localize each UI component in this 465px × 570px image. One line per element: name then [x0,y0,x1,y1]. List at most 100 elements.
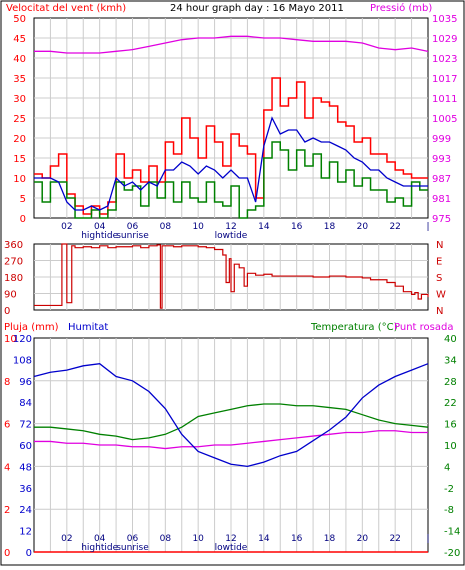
temperature-axis-label: Temperatura (°C) [310,322,398,333]
wind-x-tick-label: 08 [160,222,172,232]
wind-x-tick-label: 20 [357,222,369,232]
temperature-y-tick-label: -20 [444,548,460,559]
wind-x-annotation: hightide [81,231,118,241]
humidity-y-tick-label: 24 [19,505,32,516]
compass-tick-label: E [436,257,442,268]
temp-humidity-chart: 024681001224364860728496108120-20-14-8-2… [4,334,460,559]
temperature-y-tick-label: 34 [444,355,457,366]
temperature-y-tick-label: 10 [444,441,457,452]
temp-x-tick-label: 10 [192,534,204,544]
wind-y-tick-label: 15 [13,154,26,165]
temp-x-annotation: lowtide [215,543,248,553]
compass-tick-label: N [436,306,443,317]
chart-title: 24 hour graph day : 16 Mayo 2011 [170,3,344,14]
direction-y-tick-label: 90 [4,290,17,301]
humidity-series-line [33,363,429,468]
pressure-y-tick-label: 1023 [432,54,457,65]
wind-y-tick-label: 5 [20,194,26,205]
compass-tick-label: N [436,240,443,251]
humidity-y-tick-label: 36 [19,484,32,495]
wind-y-tick-label: 0 [20,214,26,225]
pressure-axis-label: Pressió (mb) [370,2,432,14]
pressure-y-tick-label: 1017 [432,74,457,85]
wind-pressure-chart: 0 5 10 15 20 25 30 35 40 45 50 975 981 987 993 999 1005 1… [13,14,457,241]
rain-y-tick-label: 0 [4,548,10,559]
temp-x-tick-label: 08 [160,534,172,544]
wind-x-tick-label: | [426,222,429,232]
temp-x-tick-label: 06 [127,534,139,544]
temp-x-tick-label: 02 [61,534,72,544]
temperature-y-tick-label: 40 [444,334,457,345]
direction-series-line [34,243,429,309]
humidity-y-tick-label: 60 [19,441,32,452]
compass-tick-label: S [436,273,442,284]
dewpoint-axis-label: Punt rosada [394,322,453,333]
rain-y-tick-label: 2 [4,505,10,516]
humidity-y-tick-label: 72 [19,420,32,431]
humidity-y-tick-label: 84 [19,398,32,409]
wind-x-tick-label: 12 [225,222,236,232]
temp-x-tick-label: 18 [324,534,336,544]
rain-y-tick-label: 10 [4,334,17,345]
wind-y-tick-label: 20 [13,134,26,145]
rain-y-tick-label: 6 [4,420,10,431]
wind-x-tick-label: 18 [324,222,336,232]
wind-x-tick-label: 02 [61,222,72,232]
wind-x-tick-label: 04 [94,222,106,232]
temperature-y-tick-label: -14 [444,527,460,538]
temp-x-tick-label: 22 [389,534,400,544]
pressure-series-line [34,35,429,54]
pressure-y-tick-label: 975 [432,214,451,225]
temp-x-annotation: sunrise [116,543,149,553]
direction-y-tick-label: 270 [4,257,23,268]
wind-x-annotation: lowtide [215,231,248,241]
direction-y-tick-label: 0 [4,306,10,317]
temperature-y-tick-label: -8 [444,505,454,516]
dewpoint-series-line [34,430,428,450]
wind-x-annotation: sunrise [116,231,149,241]
rain-y-tick-label: 4 [4,462,10,473]
temp-x-tick-label: 12 [225,534,236,544]
avg-wind-series-line [34,116,428,211]
wind-y-tick-label: 50 [13,14,26,25]
humidity-y-tick-label: 12 [19,527,32,538]
humidity-axis-label: Humitat [68,322,108,333]
pressure-y-tick-label: 993 [432,154,451,165]
wind-y-tick-label: 35 [13,74,26,85]
temp-x-tick-label: 04 [94,534,106,544]
temp-x-annotation: hightide [81,543,118,553]
temperature-y-tick-label: 22 [444,398,457,409]
pressure-y-tick-label: 999 [432,134,451,145]
direction-y-tick-label: 360 [4,240,23,251]
wind-x-tick-label: 22 [389,222,400,232]
temp-x-tick-label: | [426,534,429,544]
rain-axis-label: Pluja (mm) [4,322,59,333]
temperature-series-line [34,403,429,441]
pressure-y-tick-label: 1035 [432,14,457,25]
temperature-y-tick-label: 4 [444,462,450,473]
temperature-y-tick-label: -2 [444,484,454,495]
pressure-y-tick-label: 1005 [432,114,457,125]
wind-y-tick-label: 30 [13,94,26,105]
pressure-y-tick-label: 981 [432,194,451,205]
direction-y-tick-label: 180 [4,273,23,284]
wind-x-tick-label: 14 [258,222,270,232]
humidity-y-tick-label: 108 [13,355,32,366]
rain-y-tick-label: 8 [4,377,10,388]
temp-x-tick-label: 14 [258,534,270,544]
wind-y-tick-label: 25 [13,114,26,125]
wind-y-tick-label: 40 [13,54,26,65]
temp-x-tick-label: 16 [291,534,303,544]
temperature-y-tick-label: 16 [444,420,457,431]
wind-x-tick-label: 10 [192,222,204,232]
humidity-y-tick-label: 120 [13,334,32,345]
humidity-y-tick-label: 48 [19,462,32,473]
temp-x-tick-label: 20 [357,534,369,544]
compass-tick-label: W [436,290,446,301]
pressure-y-tick-label: 987 [432,174,451,185]
wind-axis-label: Velocitat del vent (kmh) [6,3,126,14]
wind-y-tick-label: 10 [13,174,26,185]
